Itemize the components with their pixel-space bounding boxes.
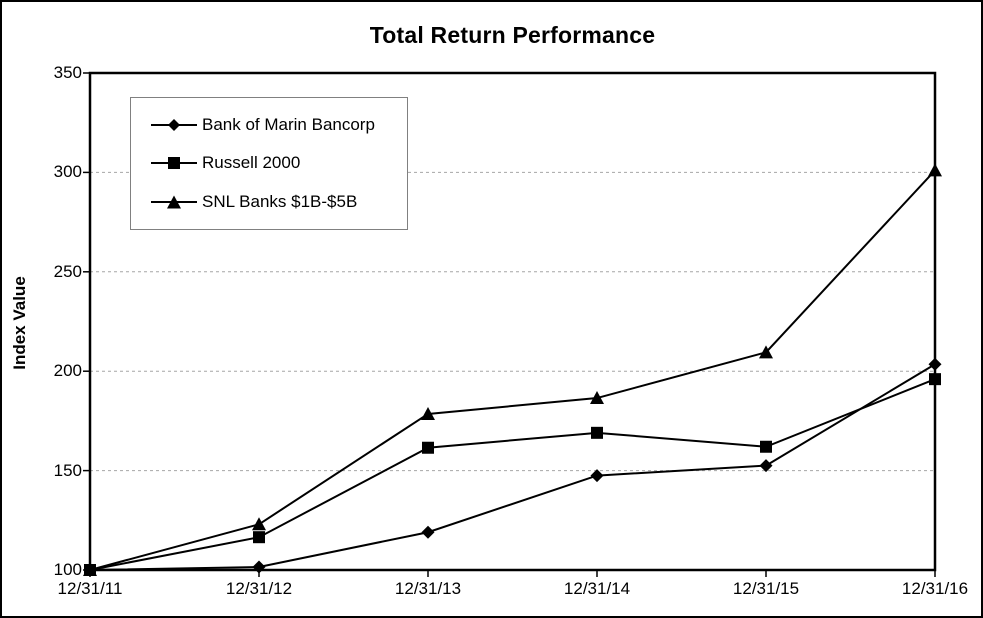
- y-tick-label: 100: [53, 560, 82, 579]
- chart-title: Total Return Performance: [369, 22, 656, 48]
- triangle-marker-icon: [151, 195, 197, 209]
- x-tick-label: 12/31/16: [901, 579, 969, 598]
- legend-label: Russell 2000: [202, 153, 301, 173]
- legend: Bank of Marin Bancorp Russell 2000 SNL B…: [130, 97, 408, 230]
- legend-item-bank-of-marin: Bank of Marin Bancorp: [151, 115, 407, 135]
- square-marker-icon: [151, 157, 197, 170]
- legend-label: SNL Banks $1B-$5B: [202, 191, 358, 211]
- x-tick-label: 12/31/13: [394, 579, 462, 598]
- y-tick-label: 300: [53, 162, 82, 182]
- x-tick-label: 12/31/14: [563, 579, 631, 598]
- legend-label: Bank of Marin Bancorp: [202, 115, 375, 135]
- y-tick-label: 350: [53, 63, 82, 82]
- x-tick-label: 12/31/12: [225, 579, 293, 598]
- y-tick-label: 150: [53, 460, 82, 480]
- y-tick-label: 200: [53, 361, 82, 381]
- y-tick-label: 250: [53, 261, 82, 281]
- x-tick-label: 12/31/15: [732, 579, 800, 598]
- diamond-marker-icon: [151, 119, 197, 132]
- legend-item-snl-banks: SNL Banks $1B-$5B: [151, 192, 407, 212]
- legend-item-russell-2000: Russell 2000: [151, 153, 407, 173]
- x-tick-label: 12/31/11: [57, 579, 123, 598]
